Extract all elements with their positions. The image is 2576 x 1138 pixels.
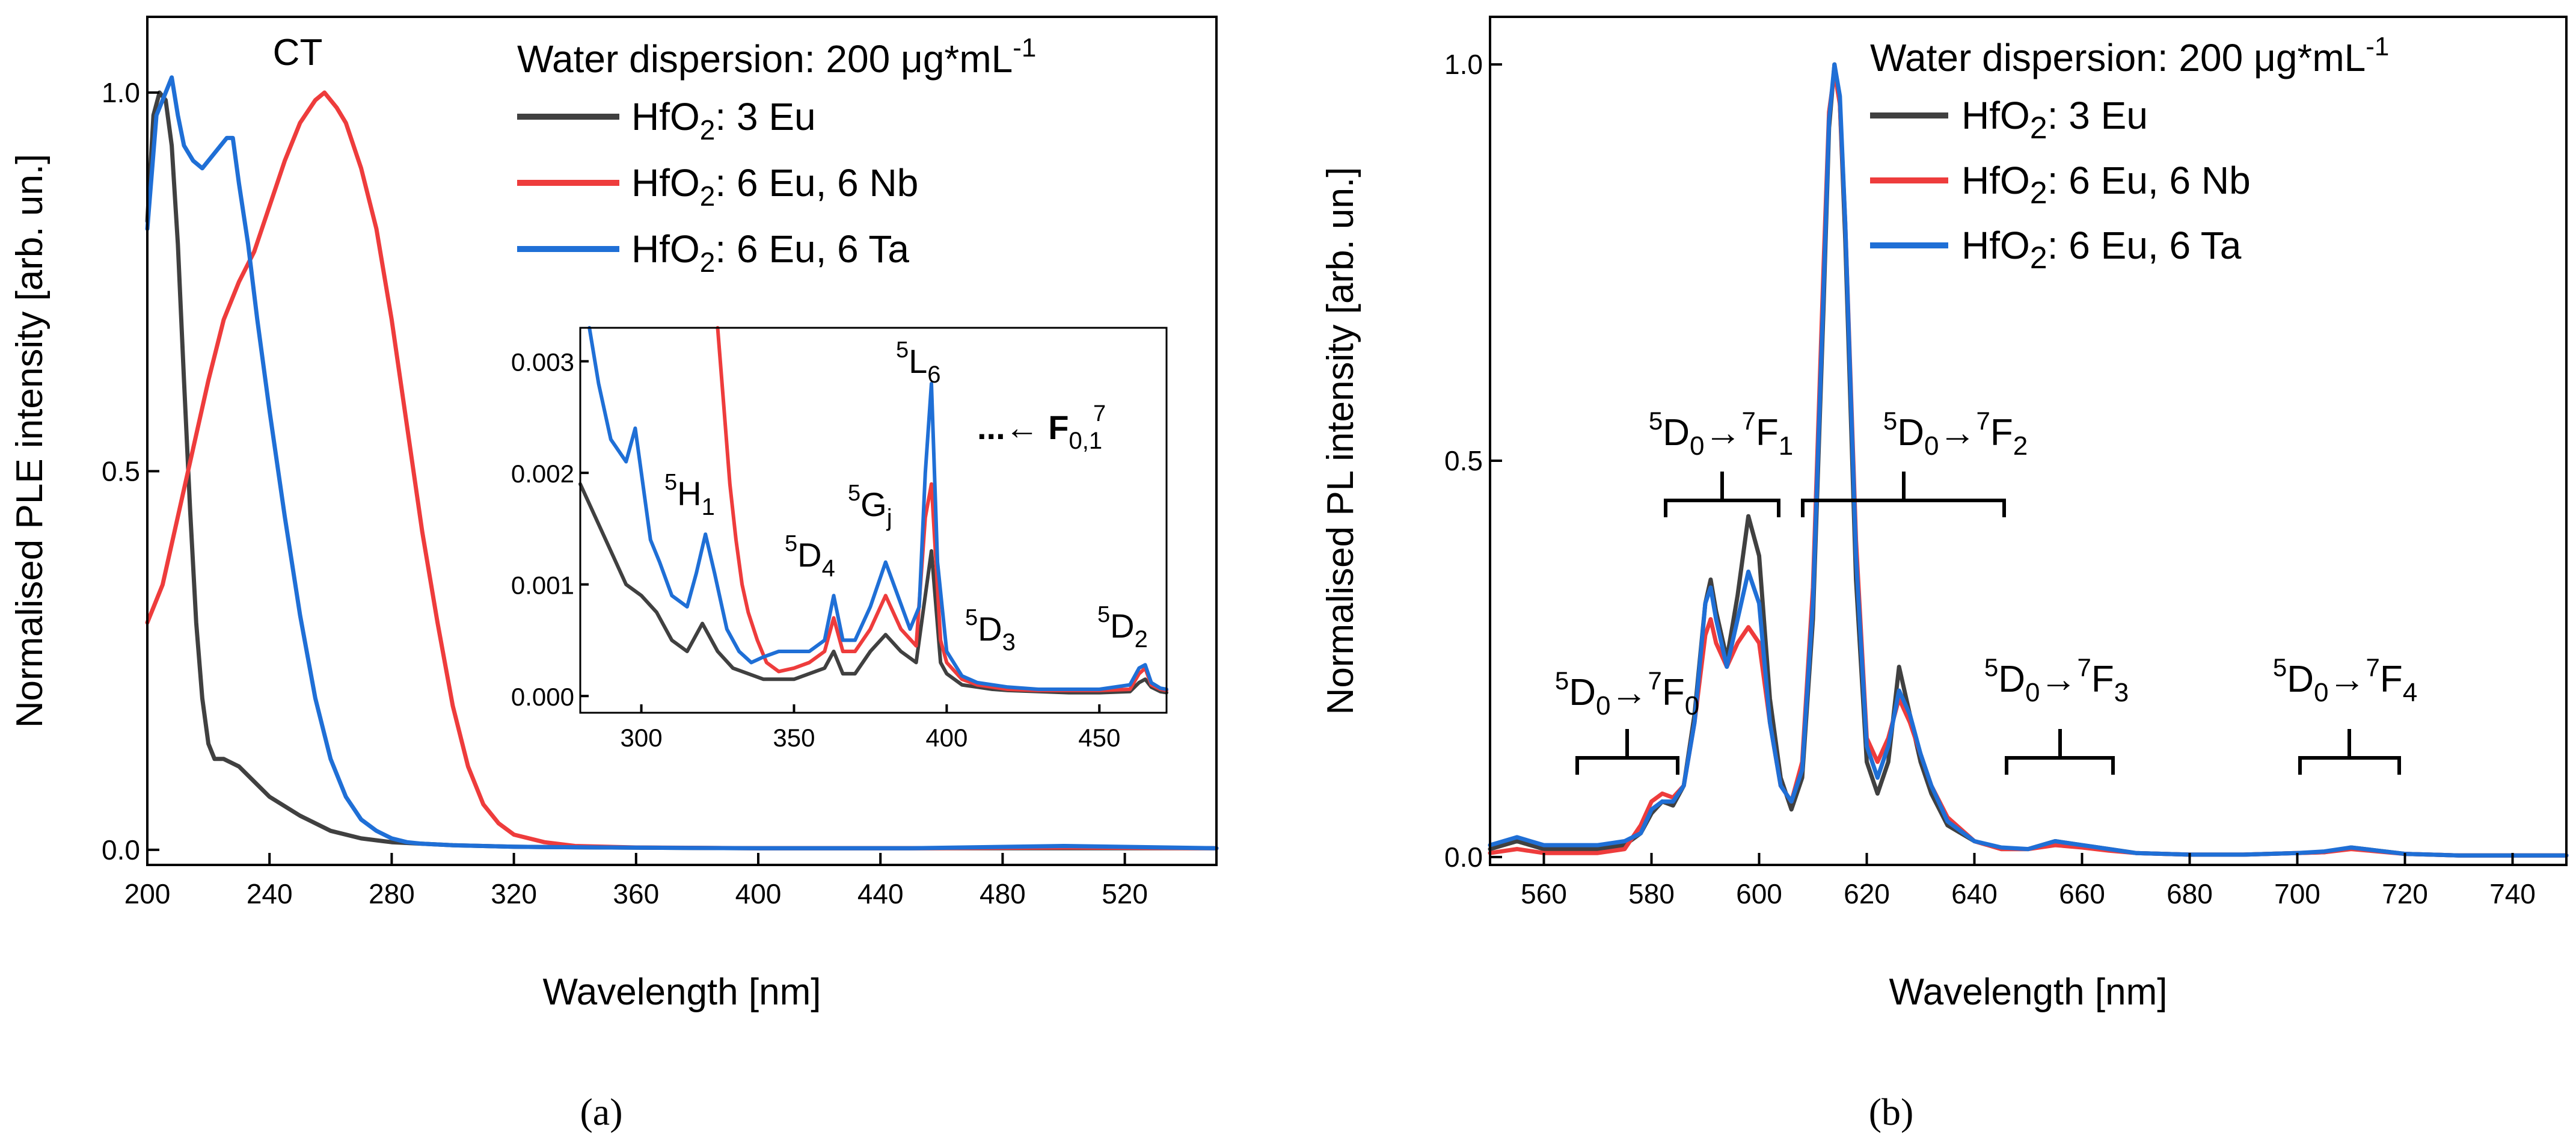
panel-b-x-ticks: 560 580 600 620 640 660 680 700 720 740 [1521,853,2536,909]
panel-b-frame [1489,16,2568,866]
panel-a-x-tick-label: 440 [857,878,904,909]
panel-a-y-axis-title: Normalised PLE intensity [arb. un.] [9,154,51,728]
inset-x-tick-label: 450 [1078,724,1120,752]
panel-a-y-tick-label: 0.0 [102,834,140,866]
transition-label-7f4: 5D0→7F4 [2273,653,2417,707]
inset-x-tick-label: 300 [621,724,663,752]
panel-a-x-axis-title: Wavelength [nm] [543,971,821,1013]
inset-x-tick-label: 350 [773,724,815,752]
panel-a-x-tick-label: 240 [247,878,293,909]
panel-b-x-tick-label: 620 [1844,878,1890,909]
panel-b-y-tick-label: 0.5 [1444,445,1483,476]
bracket-7f0 [1575,729,1679,775]
panel-b-legend-title: Water dispersion: 200 μg*mL-1 [1870,32,2389,79]
panel-b: 560 580 600 620 640 660 680 700 720 740 0.0 0.5 1.0… [1320,16,2569,1133]
inset-label-5d4: 5D4 [785,531,835,582]
panel-a-series [145,75,1219,850]
transition-label-7f3: 5D0→7F3 [1984,653,2129,707]
transition-labels: 5D0→7F0 5D0→7F1 5D0→7F2 5D0→7F3 5D0→7F4 [1555,407,2417,721]
transition-brackets [1575,472,2401,775]
legend-b-label-nb: HfO2: 6 Eu, 6 Nb [1961,159,2251,211]
panel-a-x-tick-label: 360 [613,878,659,909]
inset-y-tick-label: 0.003 [511,348,574,377]
inset-label-7f01: ...← F0,1 [977,408,1102,454]
panel-b-x-tick-label: 740 [2489,878,2536,909]
panel-a-x-ticks: 200 240 280 320 360 400 440 480 520 [124,853,1148,909]
transition-label-7f1: 5D0→7F1 [1649,407,1793,461]
panel-a-series-line-1 [145,90,1219,850]
panel-b-x-tick-label: 640 [1951,878,1998,909]
panel-a-y-tick-label: 1.0 [102,77,140,108]
panel-a-inset: 300 350 400 450 0.000 0.001 0.002 0.003 5H1 5D… [511,326,1168,752]
inset-x-ticks: 300 350 400 450 [621,704,1120,752]
panel-b-label: (b) [1869,1090,1914,1133]
inset-series-line-0 [578,482,1168,695]
inset-y-tick-label: 0.001 [511,571,574,600]
panel-a-legend: Water dispersion: 200 μg*mL-1 HfO2: 3 Eu… [517,33,1036,278]
inset-y-ticks: 0.000 0.001 0.002 0.003 [511,348,589,711]
inset-y-tick-label: 0.002 [511,460,574,488]
inset-label-5gj: 5Gj [848,481,892,531]
panel-b-x-tick-label: 700 [2274,878,2320,909]
ct-annotation: CT [273,32,323,73]
legend-b-label-ta: HfO2: 6 Eu, 6 Ta [1961,224,2242,275]
panel-b-legend: Water dispersion: 200 μg*mL-1 HfO2: 3 Eu… [1870,32,2389,275]
panel-a-x-tick-label: 520 [1102,878,1148,909]
panel-a-label: (a) [580,1090,622,1133]
panel-a-legend-title: Water dispersion: 200 μg*mL-1 [517,33,1036,81]
legend-b-label-eu3: HfO2: 3 Eu [1961,94,2148,146]
panel-a-y-ticks: 0.0 0.5 1.0 [102,77,159,866]
panel-a-x-tick-label: 280 [369,878,415,909]
panel-b-x-tick-label: 680 [2167,878,2213,909]
inset-label-5d3: 5D3 [965,605,1016,656]
panel-b-x-tick-label: 720 [2382,878,2428,909]
legend-label-eu3: HfO2: 3 Eu [631,95,816,146]
panel-b-x-tick-label: 600 [1736,878,1782,909]
panel-a-series-line-2 [145,75,1219,850]
panel-b-y-ticks: 0.0 0.5 1.0 [1444,49,1502,873]
panel-b-y-tick-label: 1.0 [1444,49,1483,80]
panel-a: 200 240 280 320 360 400 440 480 520 0.0 0.5 1.0 Wa… [9,16,1219,1133]
panel-b-y-tick-label: 0.0 [1444,841,1483,873]
bracket-7f2 [1801,472,2006,517]
legend-label-nb: HfO2: 6 Eu, 6 Nb [631,161,918,212]
inset-label-5d2: 5D2 [1097,602,1148,653]
transition-label-7f0: 5D0→7F0 [1555,666,1699,721]
panel-b-x-tick-label: 560 [1521,878,1567,909]
panel-b-y-axis-title: Normalised PL intensity [arb. un.] [1320,167,1361,715]
inset-x-tick-label: 400 [925,724,968,752]
panel-b-x-tick-label: 660 [2059,878,2105,909]
panel-a-x-tick-label: 320 [491,878,537,909]
transition-label-7f2: 5D0→7F2 [1883,407,2028,461]
inset-frame [579,327,1168,714]
panel-a-x-tick-label: 480 [980,878,1026,909]
panel-a-y-tick-label: 0.5 [102,455,140,487]
legend-label-ta: HfO2: 6 Eu, 6 Ta [631,227,909,278]
inset-series [578,326,1168,695]
inset-y-tick-label: 0.000 [511,683,574,711]
panel-b-x-tick-label: 580 [1628,878,1675,909]
inset-label-7f01-sup: 7 [1093,401,1106,426]
inset-label-5h1: 5H1 [664,470,715,520]
panel-a-x-tick-label: 400 [735,878,782,909]
panel-a-frame [146,16,1218,866]
inset-label-5l6: 5L6 [896,337,941,388]
bracket-7f3 [2005,729,2115,775]
bracket-7f4 [2298,729,2401,775]
panel-a-x-tick-label: 200 [124,878,171,909]
inset-series-line-2 [587,326,1168,691]
bracket-7f1 [1664,472,1780,517]
panel-b-x-axis-title: Wavelength [nm] [1889,971,2168,1013]
